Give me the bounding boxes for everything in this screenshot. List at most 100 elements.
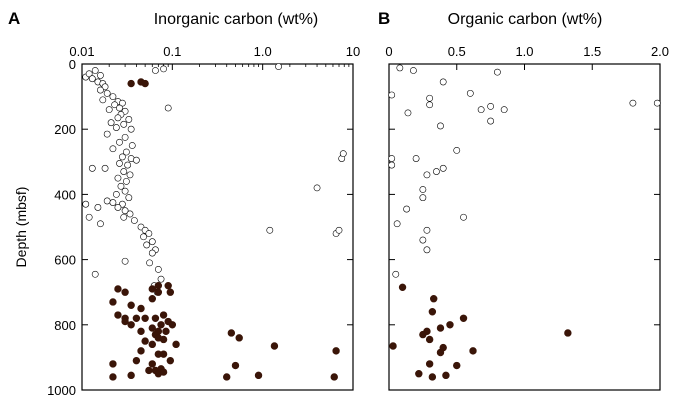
panel-a-point-open [124,161,132,169]
panel-a-point-open [114,204,122,211]
panel-b-point-open [426,101,434,109]
panel-a-point-open [103,130,111,138]
panel-a-point-filled [148,295,156,303]
panel-a-point-filled [141,337,149,345]
panel-a-point-open [91,67,99,74]
panel-b-point-filled [415,370,423,378]
panel-a-point-open [132,156,140,164]
panel-a-point-open [103,197,111,205]
panel-b-point-open [426,94,434,102]
panel-a-point-filled [109,298,117,306]
panel-b-x-tick-label: 1.0 [515,44,533,59]
panel-b-point-filled [425,360,434,368]
panel-a-point-filled [332,347,340,355]
panel-a-point-filled [164,281,172,290]
panel-a-point-open [85,213,93,221]
panel-b-point-open [653,99,661,107]
panel-b-point-filled [430,295,438,303]
panel-a-point-filled [109,360,117,368]
panel-a-point-open [117,182,125,190]
panel-a-point-open [99,96,107,104]
panel-a-point-open [121,187,129,195]
panel-a-point-filled [145,366,153,375]
panel-a-point-open [143,241,151,249]
panel-a-point-open [101,164,109,172]
panel-b-point-filled [436,348,445,357]
panel-b-x-axis: 0 0.5 1.0 1.5 2.0 [385,44,669,70]
panel-b-point-open [393,220,401,228]
panel-a-point-filled [148,340,156,349]
panel-a: A Inorganic carbon (wt%) 0.01 0.1 1.0 10 0 2… [8,9,360,398]
panel-a-point-open [101,83,109,91]
panel-a-y-tick-label: 800 [54,318,76,333]
panel-a-point-open [120,168,128,175]
panel-a-y-tick-label: 200 [54,122,76,137]
panel-b-point-open [419,194,427,202]
panel-a-point-open [116,160,123,167]
panel-a-point-open [97,72,104,79]
panel-a-point-filled [223,373,231,381]
panel-a-point-open [157,275,165,283]
panel-a-x-axis: 0.01 0.1 1.0 10 [69,44,360,70]
panel-a-point-filled [137,347,145,355]
panel-a-point-open [148,249,156,257]
panel-a-point-filled [141,314,149,322]
panel-a-point-open [121,207,129,215]
panel-b-y-axis [389,63,660,391]
panel-b-point-open [419,236,427,244]
panel-a-point-filled [330,373,338,381]
panel-a-point-open [121,257,129,265]
panel-a-point-filled [114,285,122,293]
panel-b-point-open [423,246,431,254]
panel-a-point-filled [141,79,149,88]
panel-a-point-open [125,194,133,202]
panel-b-point-open [423,171,431,179]
panel-a-point-open [118,153,126,161]
panel-a-frame [81,63,354,391]
panel-a-point-filled [127,321,135,329]
panel-b-point-filled [398,283,407,292]
panel-a-y-tick-label: 1000 [47,383,76,398]
panel-a-point-filled [168,321,177,329]
panel-a-x-tick-label: 0.01 [69,44,94,59]
panel-a-point-open [109,145,117,153]
panel-b-point-filled [428,373,437,381]
panel-a-point-open [114,114,122,122]
panel-a-point-open [145,230,153,237]
panel-a-point-filled [270,342,279,350]
panel-b-point-open [419,186,427,193]
panel-b-point-filled [469,347,477,355]
panel-b-point-open [392,270,400,278]
panel-a-point-open [85,70,93,78]
panel-a-point-open [105,106,113,114]
panel-a-point-open [107,119,115,127]
panel-a-point-filled [151,314,160,322]
panel-b-point-open [437,122,444,130]
panel-a-point-open [154,265,162,273]
panel-b-point-filled [425,335,434,344]
panel-a-point-filled [148,285,156,293]
panel-a-point-open [126,171,134,179]
panel-b-point-filled [436,324,445,332]
panel-a-point-filled [159,335,168,344]
panel-b-x-tick-label: 1.5 [583,44,601,59]
panel-a-point-filled [159,368,168,376]
panel-b-point-filled [564,329,572,337]
panel-a-point-open [112,124,120,131]
panel-a-point-filled [172,340,180,349]
panel-a-x-tick-label: 1.0 [254,44,272,59]
panel-a-point-open [122,177,130,185]
panel-b-point-open [493,68,501,76]
panel-a-y-axis: 0 200 400 600 800 1000 [47,57,353,398]
panel-b-point-open [439,164,447,172]
panel-a-point-open [140,233,147,241]
panel-b-point-open [388,161,396,169]
panel-a-point-filled [109,373,117,381]
panel-b-point-filled [428,308,437,316]
panel-a-point-open [111,101,119,109]
panel-b: B Organic carbon (wt%) 0 0.5 1.0 1.5 2.0 [378,9,669,391]
panel-a-point-open [122,148,130,156]
panel-a-point-open [120,120,128,128]
panel-a-point-open [109,93,117,100]
